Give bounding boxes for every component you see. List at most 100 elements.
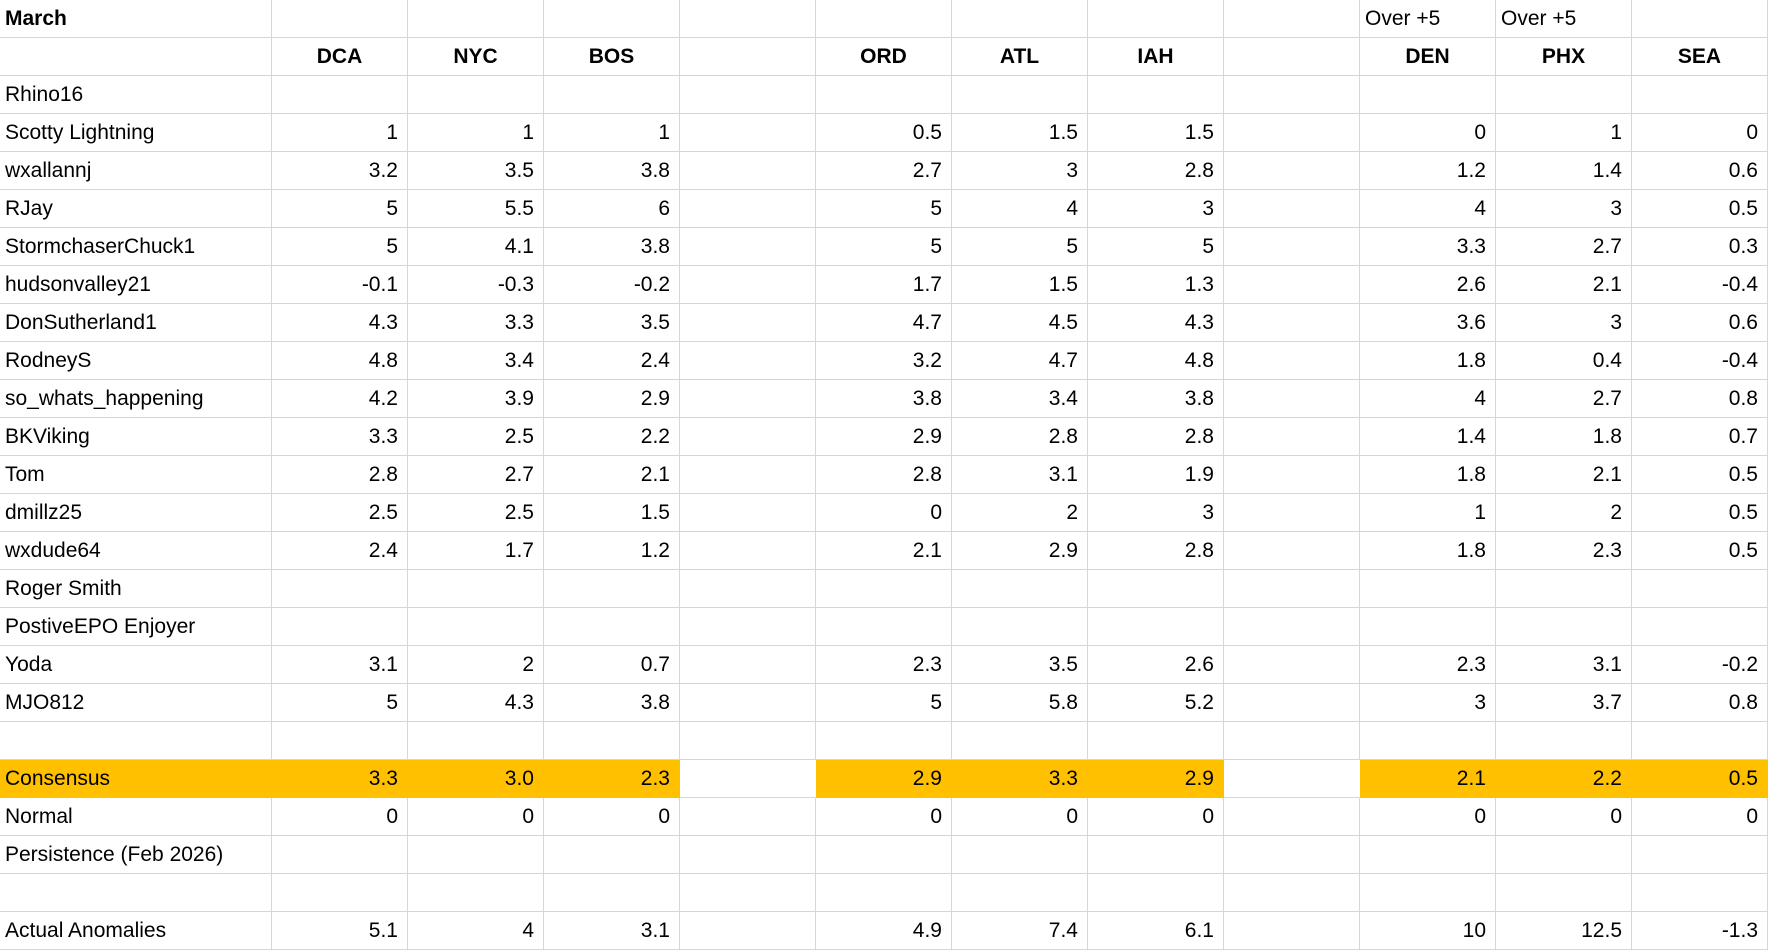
empty-cell[interactable] [1360, 570, 1496, 608]
spacer-cell[interactable] [1224, 874, 1360, 912]
spacer-cell[interactable] [680, 114, 816, 152]
row-name-cell[interactable]: Tom [0, 456, 272, 494]
empty-cell[interactable] [544, 722, 680, 760]
value-cell[interactable]: 3.3 [408, 304, 544, 342]
empty-cell[interactable] [272, 570, 408, 608]
value-cell[interactable]: 2.2 [544, 418, 680, 456]
spacer-cell[interactable] [1224, 266, 1360, 304]
value-cell[interactable]: 3.8 [544, 684, 680, 722]
empty-cell[interactable] [1088, 76, 1224, 114]
row-name-cell[interactable]: Persistence (Feb 2026) [0, 836, 272, 874]
value-cell[interactable]: 2.1 [816, 532, 952, 570]
empty-cell[interactable] [1496, 836, 1632, 874]
col-header-bos[interactable]: BOS [544, 38, 680, 76]
value-cell[interactable]: 3 [1496, 304, 1632, 342]
spacer-cell[interactable] [1224, 76, 1360, 114]
empty-cell[interactable] [544, 836, 680, 874]
spacer-cell[interactable] [1224, 228, 1360, 266]
spacer-cell[interactable] [1224, 304, 1360, 342]
empty-cell[interactable] [1360, 608, 1496, 646]
value-cell[interactable]: 2.8 [1088, 532, 1224, 570]
value-cell[interactable]: 3.3 [952, 760, 1088, 798]
value-cell[interactable]: 4.2 [272, 380, 408, 418]
value-cell[interactable]: 3.9 [408, 380, 544, 418]
value-cell[interactable]: 3 [1496, 190, 1632, 228]
spacer-cell[interactable] [1224, 494, 1360, 532]
value-cell[interactable]: 0.7 [1632, 418, 1768, 456]
empty-cell[interactable] [1360, 874, 1496, 912]
value-cell[interactable]: 1.4 [1360, 418, 1496, 456]
value-cell[interactable]: 0 [816, 494, 952, 532]
value-cell[interactable]: 5 [1088, 228, 1224, 266]
value-cell[interactable]: 2.7 [408, 456, 544, 494]
value-cell[interactable]: 2.8 [952, 418, 1088, 456]
empty-cell[interactable] [1632, 0, 1768, 38]
value-cell[interactable]: 0.5 [1632, 494, 1768, 532]
spacer-cell[interactable] [680, 494, 816, 532]
value-cell[interactable]: 2.9 [816, 760, 952, 798]
value-cell[interactable]: 2 [1496, 494, 1632, 532]
value-cell[interactable]: 2.2 [1496, 760, 1632, 798]
empty-cell[interactable] [816, 570, 952, 608]
spacer-cell[interactable] [1224, 342, 1360, 380]
value-cell[interactable]: 0.3 [1632, 228, 1768, 266]
value-cell[interactable]: 3.8 [544, 228, 680, 266]
col-header-ord[interactable]: ORD [816, 38, 952, 76]
value-cell[interactable]: 5 [816, 190, 952, 228]
value-cell[interactable]: 4.3 [272, 304, 408, 342]
value-cell[interactable]: -0.3 [408, 266, 544, 304]
value-cell[interactable]: 4.7 [952, 342, 1088, 380]
row-name-cell[interactable]: wxdude64 [0, 532, 272, 570]
row-name-cell[interactable]: Normal [0, 798, 272, 836]
empty-cell[interactable] [952, 874, 1088, 912]
value-cell[interactable]: 1.7 [408, 532, 544, 570]
value-cell[interactable]: -0.1 [272, 266, 408, 304]
empty-cell[interactable] [1632, 836, 1768, 874]
value-cell[interactable]: 2 [952, 494, 1088, 532]
value-cell[interactable]: 0 [1088, 798, 1224, 836]
spacer-cell[interactable] [1224, 418, 1360, 456]
value-cell[interactable]: 2.5 [272, 494, 408, 532]
empty-cell[interactable] [1224, 0, 1360, 38]
value-cell[interactable]: 4 [408, 912, 544, 950]
value-cell[interactable]: 0 [544, 798, 680, 836]
spacer-cell[interactable] [680, 836, 816, 874]
row-name-cell[interactable]: dmillz25 [0, 494, 272, 532]
value-cell[interactable]: 2.7 [1496, 380, 1632, 418]
value-cell[interactable]: 0 [408, 798, 544, 836]
value-cell[interactable]: 1.5 [1088, 114, 1224, 152]
empty-cell[interactable] [680, 0, 816, 38]
value-cell[interactable]: 3.5 [952, 646, 1088, 684]
value-cell[interactable]: 2.3 [544, 760, 680, 798]
empty-cell[interactable] [544, 608, 680, 646]
spacer-cell[interactable] [1224, 570, 1360, 608]
value-cell[interactable]: 3.7 [1496, 684, 1632, 722]
value-cell[interactable]: 0 [1632, 114, 1768, 152]
empty-cell[interactable] [408, 570, 544, 608]
row-name-cell[interactable]: MJO812 [0, 684, 272, 722]
value-cell[interactable]: 3.2 [816, 342, 952, 380]
value-cell[interactable]: 0 [1360, 114, 1496, 152]
empty-cell[interactable] [1496, 570, 1632, 608]
empty-cell[interactable] [272, 608, 408, 646]
value-cell[interactable]: 1.4 [1496, 152, 1632, 190]
value-cell[interactable]: 6 [544, 190, 680, 228]
value-cell[interactable]: 0.8 [1632, 380, 1768, 418]
empty-cell[interactable] [952, 722, 1088, 760]
spacer-cell[interactable] [680, 532, 816, 570]
value-cell[interactable]: -0.2 [1632, 646, 1768, 684]
value-cell[interactable]: 2.8 [1088, 152, 1224, 190]
value-cell[interactable]: 4 [952, 190, 1088, 228]
value-cell[interactable]: 3.4 [952, 380, 1088, 418]
empty-cell[interactable] [1632, 570, 1768, 608]
empty-cell[interactable] [816, 0, 952, 38]
value-cell[interactable]: 10 [1360, 912, 1496, 950]
value-cell[interactable]: 2.7 [1496, 228, 1632, 266]
value-cell[interactable]: 2.6 [1088, 646, 1224, 684]
empty-cell[interactable] [816, 874, 952, 912]
value-cell[interactable]: 4.9 [816, 912, 952, 950]
value-cell[interactable]: 2.5 [408, 418, 544, 456]
empty-cell[interactable] [952, 608, 1088, 646]
col-header-den[interactable]: DEN [1360, 38, 1496, 76]
value-cell[interactable]: 12.5 [1496, 912, 1632, 950]
